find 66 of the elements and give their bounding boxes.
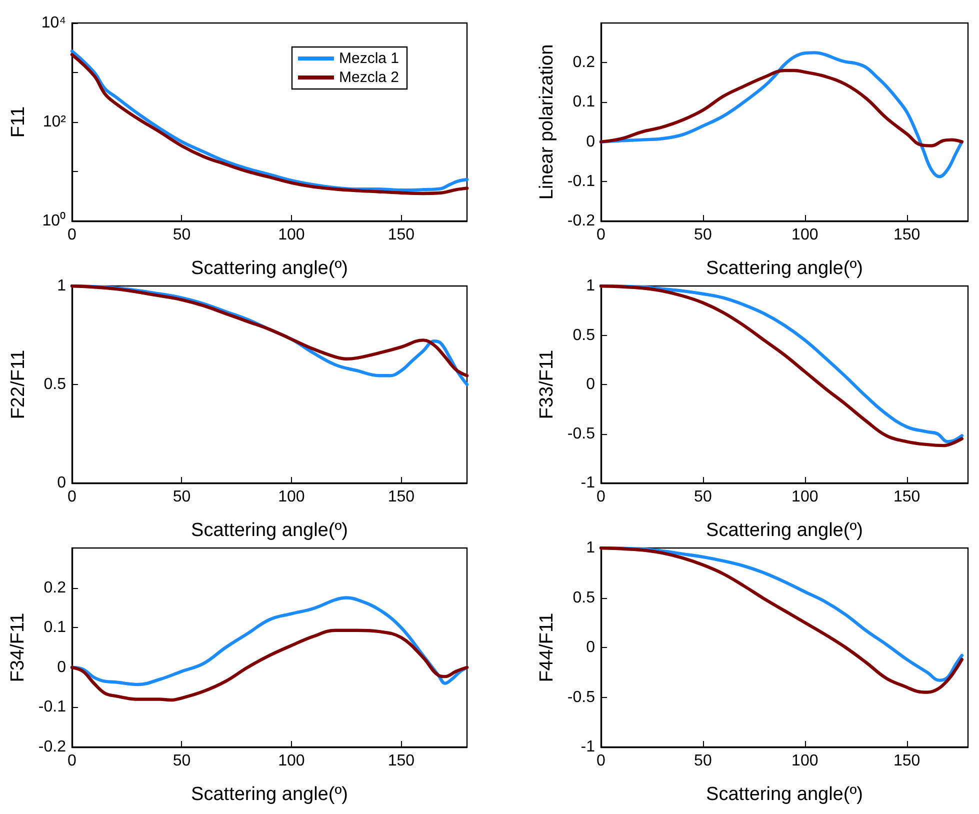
y-tick-label: -1	[580, 738, 596, 756]
y-tick-label: 0.5	[44, 376, 66, 393]
y-tick-label: 0.5	[572, 589, 596, 606]
y-tick-label: -0.2	[38, 738, 66, 756]
x-tick-label: 100	[278, 488, 305, 506]
x-tick-label: 50	[172, 752, 191, 770]
y-tick-label: 10⁴	[41, 14, 66, 32]
x-tick-label: 150	[388, 226, 415, 244]
y-tick-label: 0.2	[572, 54, 596, 72]
x-tick-label: 100	[278, 752, 305, 770]
y-tick-label: 0.2	[44, 579, 66, 596]
x-axis-title: Scattering angle(º)	[706, 784, 863, 805]
y-tick-label: 0	[57, 474, 66, 492]
x-axis-title: Scattering angle(º)	[191, 784, 348, 805]
y-axis-title: F44/F11	[536, 612, 558, 682]
x-tick-label: 150	[893, 226, 920, 244]
y-tick-label: -1	[580, 474, 596, 492]
y-axis-title: F34/F11	[8, 612, 29, 682]
x-tick-label: 150	[388, 488, 415, 506]
x-tick-label: 50	[172, 226, 191, 244]
x-axis-title: Scattering angle(º)	[706, 520, 863, 541]
y-tick-label: 1	[586, 540, 596, 556]
x-tick-label: 0	[596, 226, 606, 244]
x-tick-label: 150	[893, 752, 920, 770]
y-axis-title: F33/F11	[536, 350, 558, 420]
x-tick-label: 150	[893, 488, 920, 506]
legend-label: Mezcla 1	[338, 50, 400, 67]
line-series	[70, 628, 469, 702]
x-tick-label: 100	[278, 226, 305, 244]
y-tick-label: 10⁰	[42, 212, 66, 230]
x-tick-label: 100	[792, 488, 818, 506]
y-tick-label: 0	[586, 133, 596, 150]
x-tick-label: 100	[792, 752, 818, 770]
y-axis-title: F11	[8, 106, 29, 138]
y-tick-label: -0.5	[567, 425, 596, 442]
y-axis-title: F22/F11	[8, 350, 29, 420]
legend-label: Mezcla 2	[338, 69, 400, 86]
line-series	[599, 68, 964, 148]
x-axis-title: Scattering angle(º)	[191, 520, 348, 541]
x-tick-label: 0	[68, 488, 77, 506]
x-tick-label: 150	[388, 752, 415, 770]
y-tick-label: 0	[586, 639, 596, 656]
x-axis-title: Scattering angle(º)	[191, 258, 348, 279]
y-tick-label: 0.1	[572, 94, 596, 111]
x-tick-label: 0	[68, 226, 77, 244]
x-tick-label: 50	[694, 226, 712, 244]
y-tick-label: 0	[57, 658, 66, 676]
x-tick-label: 50	[694, 752, 712, 770]
y-tick-label: 1	[586, 278, 596, 294]
x-tick-label: 0	[596, 488, 606, 506]
x-tick-label: 100	[792, 226, 818, 244]
y-tick-label: 0.5	[572, 326, 596, 344]
y-tick-label: 1	[57, 278, 66, 294]
y-tick-label: -0.1	[38, 698, 66, 716]
y-tick-label: 10²	[42, 114, 67, 130]
y-axis-title: Linear polarization	[536, 44, 558, 200]
x-tick-label: 0	[596, 752, 606, 770]
x-tick-label: 0	[68, 752, 77, 770]
y-tick-label: -0.2	[567, 212, 596, 230]
x-axis-title: Scattering angle(º)	[706, 258, 863, 279]
y-tick-label: 0	[586, 376, 596, 393]
x-tick-label: 50	[172, 488, 191, 506]
x-tick-label: 50	[694, 488, 712, 506]
y-tick-label: 0.1	[44, 619, 66, 636]
y-tick-label: -0.1	[567, 172, 596, 190]
y-tick-label: -0.5	[567, 688, 596, 706]
